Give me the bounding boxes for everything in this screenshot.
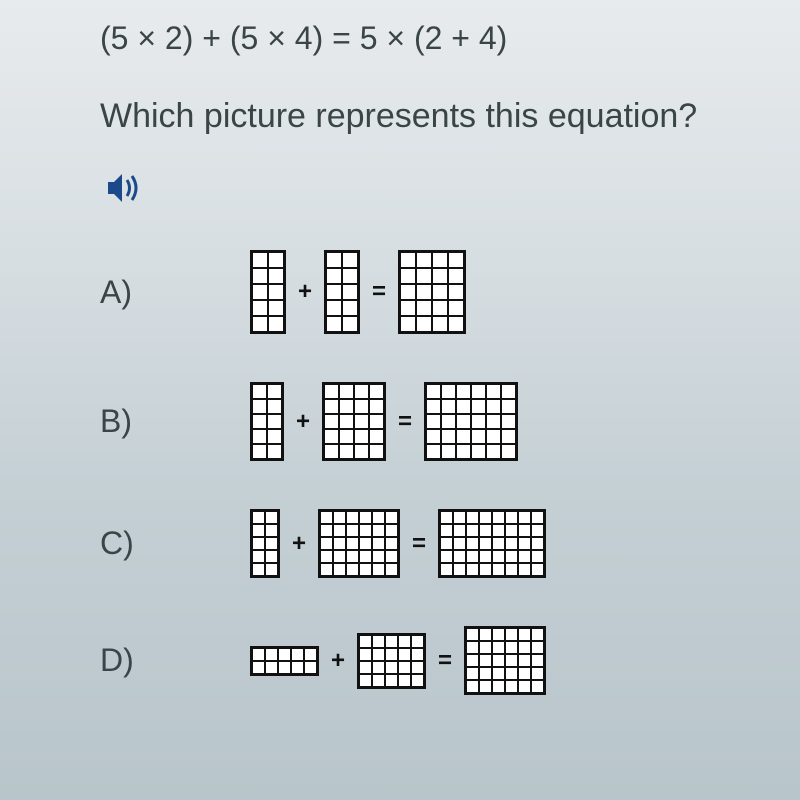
grid-b3 (424, 382, 518, 461)
option-c-label: C) (100, 525, 150, 562)
grid-d1 (250, 646, 319, 676)
plus-icon: + (292, 408, 314, 436)
option-a[interactable]: A) + = (100, 250, 800, 334)
grid-b2 (322, 382, 386, 461)
grid-d2 (357, 633, 426, 689)
grid-c1 (250, 509, 280, 578)
option-d[interactable]: D) + = (100, 626, 800, 695)
option-c-grids: + = (250, 509, 546, 578)
option-d-label: D) (100, 642, 150, 679)
equals-icon: = (408, 530, 430, 558)
plus-icon: + (294, 278, 316, 306)
option-c[interactable]: C) + = (100, 509, 800, 578)
equation-text: (5 × 2) + (5 × 4) = 5 × (2 + 4) (100, 20, 800, 57)
audio-speaker-icon[interactable] (100, 166, 144, 210)
option-b[interactable]: B) + = (100, 382, 800, 461)
grid-a3 (398, 250, 466, 334)
equals-icon: = (394, 408, 416, 436)
grid-a1 (250, 250, 286, 334)
option-b-label: B) (100, 403, 150, 440)
grid-b1 (250, 382, 284, 461)
plus-icon: + (327, 647, 349, 675)
plus-icon: + (288, 530, 310, 558)
question-text: Which picture represents this equation? (100, 97, 800, 136)
option-a-label: A) (100, 274, 150, 311)
grid-d3 (464, 626, 546, 695)
grid-c3 (438, 509, 546, 578)
grid-c2 (318, 509, 400, 578)
option-b-grids: + = (250, 382, 518, 461)
options-container: A) + = B) + = C) + = D) (100, 250, 800, 695)
option-a-grids: + = (250, 250, 466, 334)
option-d-grids: + = (250, 626, 546, 695)
equals-icon: = (434, 647, 456, 675)
equals-icon: = (368, 278, 390, 306)
grid-a2 (324, 250, 360, 334)
